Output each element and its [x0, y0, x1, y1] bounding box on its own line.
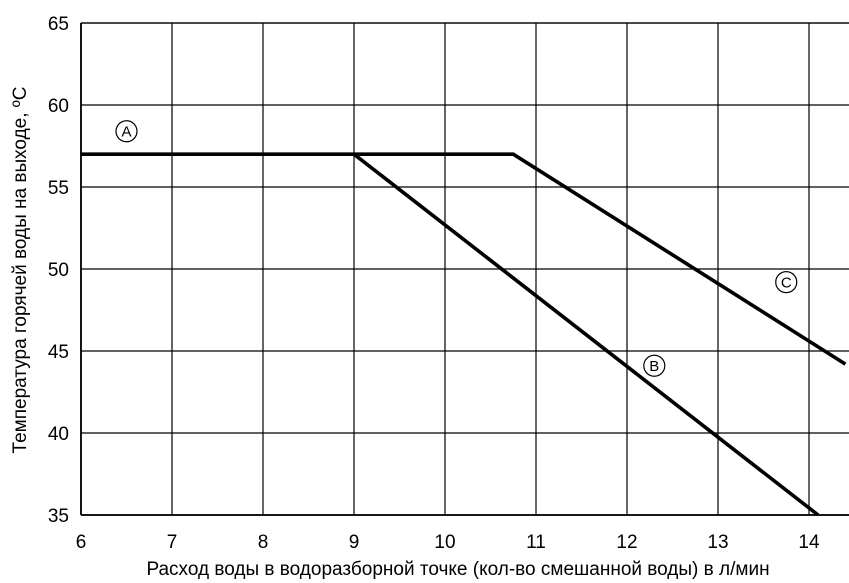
x-tick-label: 10 — [434, 532, 455, 553]
curve-label-c: C — [781, 274, 792, 291]
y-tick-label: 50 — [48, 260, 69, 281]
x-tick-label: 13 — [707, 532, 728, 553]
x-tick-label: 7 — [167, 532, 178, 553]
curve-label-b: B — [649, 358, 659, 375]
series-line-c — [354, 152, 847, 366]
curve-label-circle-c — [775, 271, 798, 294]
y-axis-label: Температура горячей воды на выходе, ºC — [10, 87, 31, 454]
curve-label-circle-a — [115, 120, 138, 143]
y-tick-label: 45 — [48, 342, 69, 363]
y-tick-labels: 35 40 45 50 55 60 65 — [48, 14, 69, 527]
curve-label-circle-b — [643, 354, 666, 377]
series-line-b — [352, 152, 820, 517]
x-axis-label: Расход воды в водоразборной точке (кол-в… — [146, 559, 769, 580]
curve-label-a: A — [121, 123, 131, 140]
x-tick-label: 8 — [258, 532, 269, 553]
y-tick-label: 65 — [48, 14, 69, 35]
y-tick-label: 60 — [48, 96, 69, 117]
x-tick-label: 9 — [349, 532, 360, 553]
x-tick-label: 12 — [616, 532, 637, 553]
curve-labels: A B C — [115, 120, 798, 377]
x-tick-label: 14 — [798, 532, 820, 553]
x-tick-labels: 6 7 8 9 10 11 12 13 14 — [76, 532, 820, 553]
plot-frame — [80, 22, 849, 516]
series-group — [81, 152, 847, 517]
x-tick-label: 11 — [526, 532, 546, 553]
grid — [80, 22, 849, 516]
x-tick-label: 6 — [76, 532, 87, 553]
y-tick-label: 35 — [48, 506, 69, 527]
y-tick-label: 40 — [48, 424, 69, 445]
y-tick-label: 55 — [48, 178, 69, 199]
